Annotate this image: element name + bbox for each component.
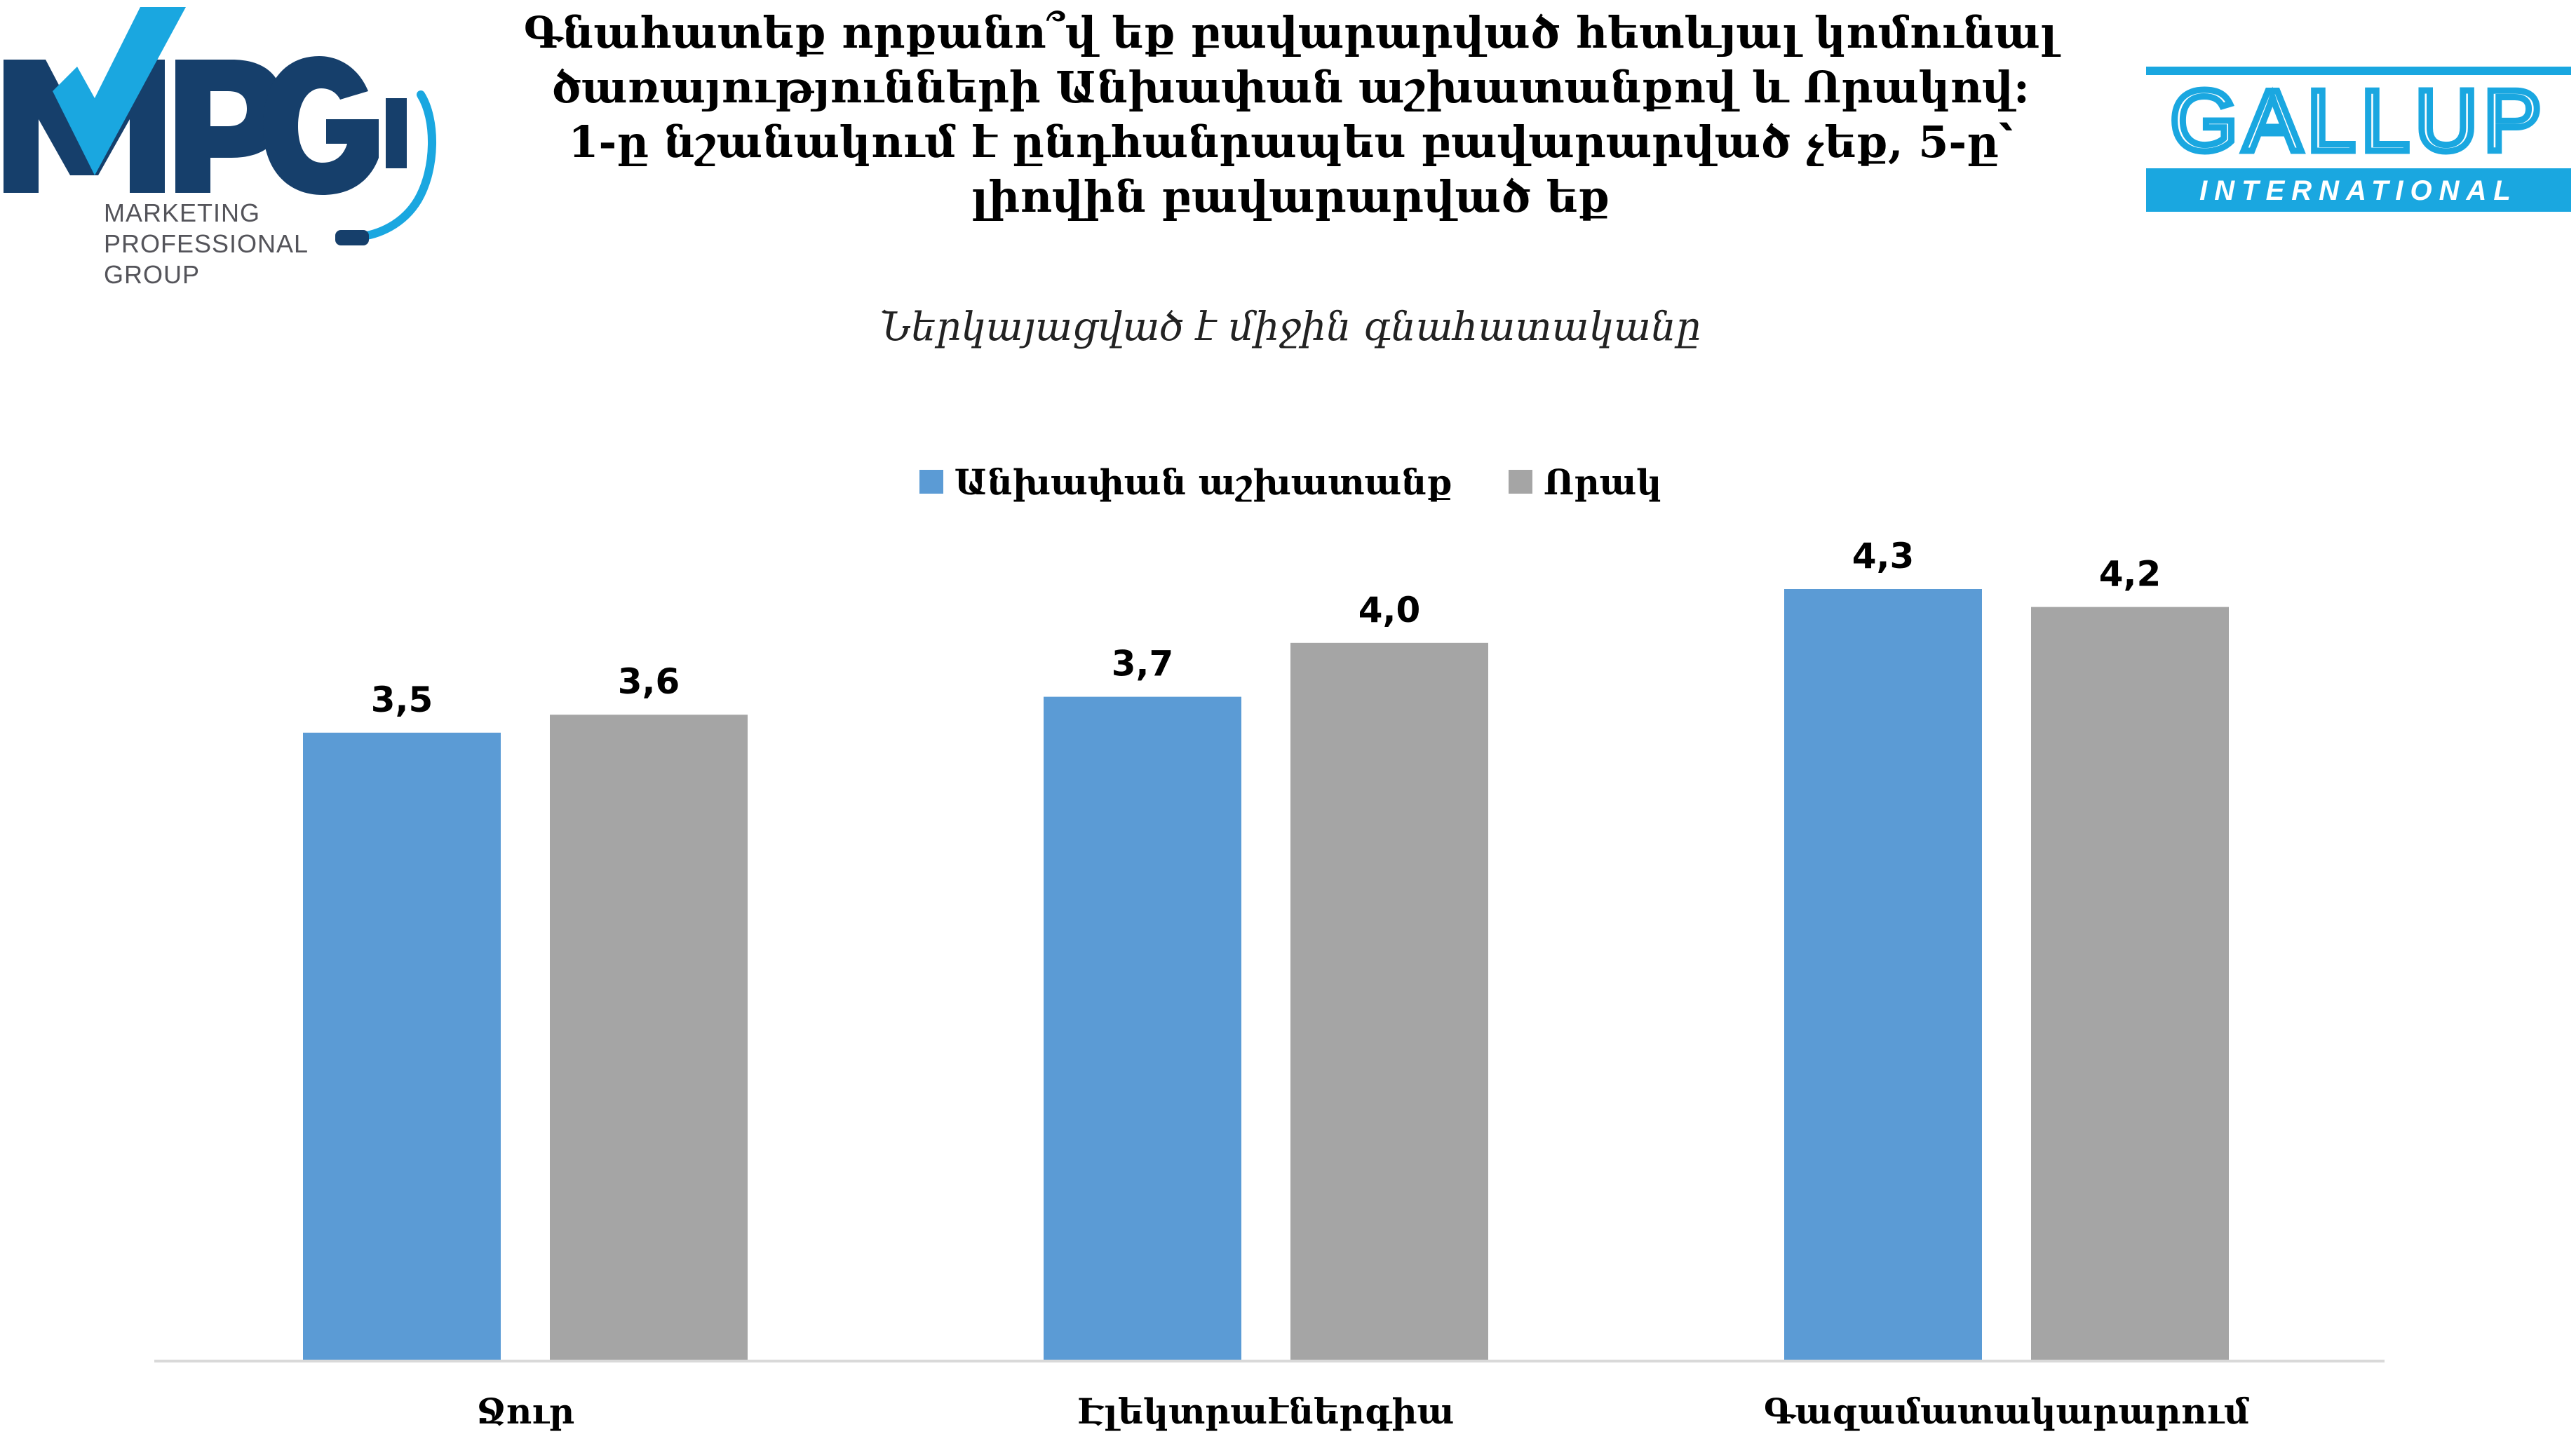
bar-value-label-quality-0: 3,6 bbox=[618, 661, 680, 702]
mpg-logo-line-3: GROUP bbox=[104, 260, 201, 289]
mpg-logo-line-1: MARKETING bbox=[104, 198, 261, 227]
chart-title-line-3: 1-ը նշանակում է ընդհանրապես բավարարված չ… bbox=[568, 116, 2013, 168]
bar-uninterrupted-0 bbox=[303, 732, 501, 1361]
bar-uninterrupted-2 bbox=[1784, 589, 1982, 1361]
bar-uninterrupted-1 bbox=[1044, 696, 1241, 1361]
mpg-logo-line-2: PROFESSIONAL bbox=[104, 229, 309, 258]
legend-item-uninterrupted: Անխափան աշխատանք bbox=[919, 461, 1452, 503]
legend-label-quality: Որակ bbox=[1543, 461, 1662, 503]
mpg-logo bbox=[4, 7, 437, 245]
chart-bar-labels: 3,5 3,6 3,7 4,0 4,3 4,2 bbox=[371, 536, 2162, 720]
legend-swatch-quality bbox=[1508, 470, 1532, 494]
category-label-0: Ջուր bbox=[476, 1391, 574, 1432]
legend-label-uninterrupted: Անխափան աշխատանք bbox=[954, 461, 1452, 503]
chart-title-line-1: Գնահատեք որքանո՞վ եք բավարարված հետևյալ … bbox=[523, 7, 2058, 58]
chart-bars bbox=[303, 589, 2229, 1361]
chart-title-line-2: ծառայությունների Անխափան աշխատանքով և Որ… bbox=[551, 62, 2030, 113]
gallup-logo: GALLUP INTERNATIONAL bbox=[2146, 67, 2571, 212]
category-label-2: Գազամատակարարում bbox=[1764, 1391, 2249, 1432]
bar-quality-2 bbox=[2031, 607, 2229, 1361]
bar-value-label-quality-1: 4,0 bbox=[1358, 590, 1421, 630]
chart-legend: Անխափան աշխատանք Որակ bbox=[771, 457, 1809, 506]
bar-quality-1 bbox=[1290, 642, 1488, 1361]
bar-value-label-uninterrupted-0: 3,5 bbox=[371, 679, 433, 720]
gallup-logo-name: GALLUP bbox=[2170, 73, 2547, 170]
chart-title: Գնահատեք որքանո՞վ եք բավարարված հետևյալ … bbox=[491, 6, 2090, 224]
bar-value-label-uninterrupted-1: 3,7 bbox=[1112, 644, 1174, 684]
legend-item-quality: Որակ bbox=[1508, 461, 1662, 503]
chart-subtitle: Ներկայացված է միջին գնահատականը bbox=[879, 304, 1701, 350]
bar-quality-0 bbox=[550, 715, 748, 1361]
legend-swatch-uninterrupted bbox=[919, 470, 943, 494]
category-label-1: Էլեկտրաէներգիա bbox=[1078, 1391, 1455, 1432]
gallup-logo-tagline: INTERNATIONAL bbox=[2199, 175, 2518, 206]
mpg-logo-text: MARKETING PROFESSIONAL GROUP bbox=[104, 198, 370, 290]
chart-title-line-4: լիովին բավարարված եք bbox=[971, 171, 1610, 222]
bar-value-label-uninterrupted-2: 4,3 bbox=[1852, 536, 1915, 576]
chart-category-labels: Ջուր Էլեկտրաէներգիա Գազամատակարարում bbox=[476, 1391, 2249, 1432]
bar-value-label-quality-2: 4,2 bbox=[2099, 554, 2162, 595]
